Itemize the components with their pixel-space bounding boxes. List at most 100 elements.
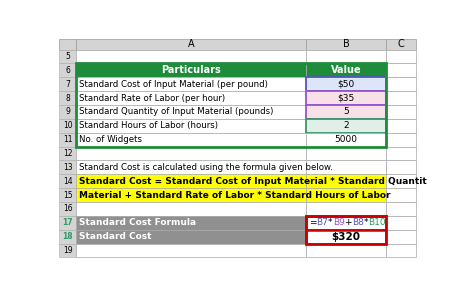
Bar: [306, 91, 386, 105]
Text: B7: B7: [316, 218, 328, 227]
Text: Standard Hours of Labor (hours): Standard Hours of Labor (hours): [80, 121, 219, 130]
Text: B9: B9: [333, 218, 345, 227]
Text: $35: $35: [337, 94, 355, 102]
Text: =: =: [309, 218, 316, 227]
Text: Material + Standard Rate of Labor * Standard Hours of Labor: Material + Standard Rate of Labor * Stan…: [80, 191, 391, 200]
Text: B: B: [343, 40, 349, 50]
Bar: [59, 174, 76, 188]
Text: *: *: [328, 218, 333, 227]
Bar: [386, 91, 416, 105]
Text: 5: 5: [343, 108, 349, 116]
Bar: [306, 77, 386, 91]
Bar: [76, 146, 306, 160]
Text: 5000: 5000: [335, 135, 357, 144]
Text: 8: 8: [65, 94, 70, 102]
Bar: [306, 40, 386, 50]
Bar: [386, 202, 416, 216]
Text: +: +: [345, 218, 352, 227]
Text: A: A: [188, 40, 194, 50]
Text: *: *: [364, 218, 368, 227]
Bar: [76, 40, 306, 50]
Bar: [306, 230, 386, 244]
Text: Standard Cost Formula: Standard Cost Formula: [80, 218, 197, 227]
Bar: [76, 202, 306, 216]
Bar: [59, 119, 76, 133]
Bar: [306, 105, 386, 119]
Bar: [59, 188, 76, 202]
Bar: [306, 216, 386, 230]
Text: $50: $50: [337, 80, 355, 89]
Bar: [306, 133, 386, 146]
Bar: [76, 188, 306, 202]
Text: B8: B8: [352, 218, 364, 227]
Text: 18: 18: [63, 232, 73, 241]
Text: Standard Cost: Standard Cost: [80, 232, 152, 241]
Bar: [386, 216, 416, 230]
Bar: [76, 119, 306, 133]
Bar: [59, 160, 76, 174]
Bar: [306, 160, 386, 174]
Bar: [76, 105, 306, 119]
Bar: [59, 146, 76, 160]
Bar: [76, 244, 306, 257]
Text: 11: 11: [63, 135, 73, 144]
Bar: [59, 216, 76, 230]
Text: 7: 7: [65, 80, 70, 89]
Text: 10: 10: [63, 121, 73, 130]
Bar: [59, 40, 76, 50]
Bar: [76, 230, 306, 244]
Bar: [386, 146, 416, 160]
Text: Particulars: Particulars: [161, 65, 221, 75]
Bar: [386, 230, 416, 244]
Bar: [76, 133, 306, 146]
Bar: [59, 202, 76, 216]
Text: Standard Cost = Standard Cost of Input Material * Standard Quantity of Input: Standard Cost = Standard Cost of Input M…: [80, 177, 474, 186]
Bar: [59, 133, 76, 146]
Text: Standard Rate of Labor (per hour): Standard Rate of Labor (per hour): [80, 94, 226, 102]
Text: C: C: [398, 40, 404, 50]
Text: 19: 19: [63, 246, 73, 255]
Text: 5: 5: [65, 52, 70, 61]
Bar: [386, 105, 416, 119]
Bar: [76, 91, 306, 105]
Bar: [386, 244, 416, 257]
Text: 14: 14: [63, 177, 73, 186]
Bar: [59, 244, 76, 257]
Bar: [76, 63, 386, 146]
Bar: [76, 50, 306, 63]
Bar: [386, 133, 416, 146]
Bar: [76, 160, 306, 174]
Text: Value: Value: [331, 65, 361, 75]
Bar: [76, 77, 306, 91]
Text: 17: 17: [63, 218, 73, 227]
Bar: [386, 63, 416, 77]
Bar: [59, 230, 76, 244]
Bar: [306, 174, 386, 188]
Bar: [386, 50, 416, 63]
Text: No. of Widgets: No. of Widgets: [80, 135, 142, 144]
Bar: [306, 216, 386, 244]
Text: Standard Cost is calculated using the formula given below.: Standard Cost is calculated using the fo…: [80, 163, 333, 172]
Bar: [59, 77, 76, 91]
Text: 15: 15: [63, 191, 73, 200]
Text: 16: 16: [63, 204, 73, 213]
Bar: [306, 244, 386, 257]
Bar: [386, 40, 416, 50]
Bar: [59, 91, 76, 105]
Bar: [386, 174, 416, 188]
Bar: [386, 119, 416, 133]
Bar: [306, 50, 386, 63]
Bar: [306, 63, 386, 77]
Bar: [386, 188, 416, 202]
Text: 12: 12: [63, 149, 73, 158]
Text: Standard Quantity of Input Material (pounds): Standard Quantity of Input Material (pou…: [80, 108, 274, 116]
Bar: [76, 216, 306, 230]
Text: B10: B10: [368, 218, 386, 227]
Text: $320: $320: [331, 232, 361, 242]
Bar: [306, 188, 386, 202]
Bar: [59, 50, 76, 63]
Text: 9: 9: [65, 108, 70, 116]
Bar: [76, 63, 306, 77]
Bar: [59, 105, 76, 119]
Text: 6: 6: [65, 66, 70, 75]
